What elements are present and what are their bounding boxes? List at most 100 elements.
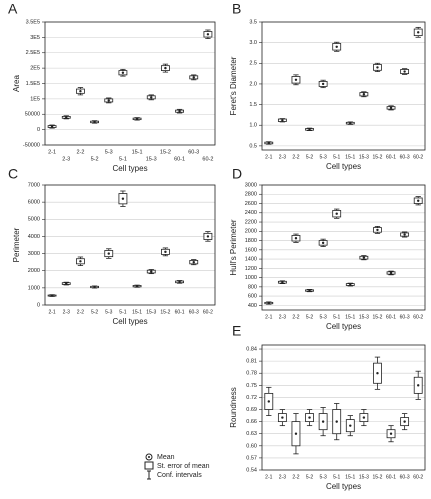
x-tick-label: 5-2: [306, 314, 313, 320]
mean-marker: [164, 66, 167, 70]
mean-marker: [294, 432, 298, 435]
y-tick-label: 0.60: [246, 443, 257, 449]
x-tick-label: 2-2: [77, 309, 84, 315]
x-tick-label: 2-3: [279, 154, 286, 160]
y-tick-label: 1200: [245, 266, 257, 272]
y-axis-label: Area: [12, 75, 21, 92]
y-tick-label: 0.5: [249, 143, 257, 149]
y-tick-label: 0: [37, 302, 40, 308]
mean-marker: [65, 116, 68, 119]
legend: Mean St. error of mean Conf. intervals: [144, 453, 210, 480]
mean-marker: [362, 93, 366, 96]
x-axis-label: Cell types: [326, 162, 361, 171]
x-tick-label: 60-3: [400, 474, 410, 480]
y-tick-label: 800: [248, 284, 257, 290]
x-tick-label: 15-2: [160, 149, 171, 155]
mean-marker: [192, 76, 195, 79]
mean-marker: [308, 416, 311, 419]
mean-marker: [389, 271, 393, 275]
x-tick-label: 15-2: [372, 154, 382, 160]
legend-label: Conf. intervals: [157, 472, 202, 479]
y-tick-label: 7000: [28, 182, 40, 188]
mean-marker: [164, 250, 167, 254]
mean-marker: [417, 31, 420, 34]
y-axis-label: Hull's Perimeter: [229, 219, 238, 276]
x-tick-label: 2-2: [292, 154, 299, 160]
mean-marker: [150, 96, 153, 99]
x-tick-label: 60-2: [413, 154, 423, 160]
plot-frame: [261, 21, 426, 151]
x-tick-label: 2-3: [279, 314, 286, 320]
x-tick-label: 60-2: [203, 309, 213, 315]
y-tick-label: 4000: [28, 234, 40, 240]
y-tick-label: 2E5: [30, 66, 40, 72]
x-tick-label: 15-2: [372, 314, 382, 320]
mean-marker: [389, 106, 393, 110]
mean-marker: [192, 260, 195, 264]
x-tick-label: 15-1: [132, 309, 142, 315]
mean-marker: [206, 33, 210, 36]
mean-marker: [335, 45, 338, 48]
mean-marker: [294, 78, 298, 82]
mean-marker: [376, 372, 379, 375]
mean-marker: [308, 128, 311, 131]
x-tick-label: 2-2: [76, 149, 84, 155]
x-tick-label: 2-1: [48, 149, 56, 155]
x-axis-label: Cell types: [112, 164, 147, 173]
x-tick-label: 15-1: [345, 474, 355, 480]
x-tick-label: 2-1: [48, 309, 55, 315]
x-tick-label: 60-2: [413, 314, 423, 320]
mean-marker: [50, 294, 54, 297]
x-tick-label: 15-3: [359, 154, 369, 160]
x-tick-label: 5-3: [320, 314, 327, 320]
y-tick-label: 0.66: [246, 419, 257, 425]
x-tick-label: 2-2: [292, 314, 299, 320]
y-tick-label: 0.72: [246, 395, 257, 401]
mean-marker: [335, 212, 338, 215]
y-tick-label: 0.69: [246, 407, 257, 413]
x-tick-label: 15-3: [146, 156, 157, 162]
y-tick-label: 1600: [245, 247, 257, 253]
legend-se-icon: [144, 461, 154, 470]
mean-marker: [362, 416, 366, 419]
x-tick-label: 60-2: [413, 474, 423, 480]
mean-marker: [65, 282, 68, 285]
y-tick-label: 2800: [245, 192, 257, 198]
mean-marker: [281, 119, 284, 122]
y-tick-label: 1400: [245, 257, 257, 263]
legend-label: St. error of mean: [157, 463, 210, 470]
x-tick-label: 5-3: [105, 309, 112, 315]
y-tick-label: 5000: [28, 217, 40, 223]
mean-marker: [349, 283, 352, 286]
x-tick-label: 5-3: [320, 154, 327, 160]
x-tick-label: 5-3: [320, 474, 327, 480]
y-tick-label: 0.75: [246, 383, 257, 389]
x-tick-label: 5-1: [333, 314, 340, 320]
x-axis-label: Cell types: [326, 322, 361, 331]
y-tick-label: 3000: [28, 251, 40, 257]
x-tick-label: 2-2: [292, 474, 299, 480]
x-tick-label: 5-2: [306, 474, 313, 480]
mean-marker: [107, 99, 110, 102]
x-tick-label: 15-3: [359, 314, 369, 320]
x-tick-label: 15-1: [345, 314, 355, 320]
plot-frame: [261, 344, 426, 471]
y-tick-label: 2200: [245, 219, 257, 225]
mean-marker: [178, 280, 181, 284]
x-tick-label: 5-1: [333, 154, 340, 160]
x-tick-label: 5-2: [306, 154, 313, 160]
y-tick-label: 50000: [25, 112, 40, 118]
y-tick-label: 3.0: [249, 40, 257, 46]
y-tick-label: 400: [248, 303, 257, 309]
x-tick-label: 5-2: [91, 309, 98, 315]
y-tick-label: 2400: [245, 210, 257, 216]
y-axis-label: Feret's Diameter: [229, 56, 238, 115]
mean-marker: [389, 432, 393, 435]
y-tick-label: 6000: [28, 200, 40, 206]
y-tick-label: 0.54: [246, 467, 257, 473]
legend-label: Mean: [157, 454, 175, 461]
x-tick-label: 2-1: [265, 314, 272, 320]
x-tick-label: 2-3: [279, 474, 286, 480]
y-tick-label: 0.81: [246, 359, 257, 365]
